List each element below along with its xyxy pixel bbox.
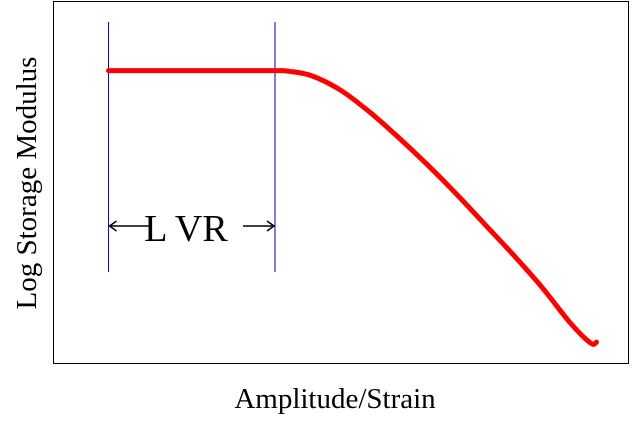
x-axis-label: Amplitude/Strain	[234, 383, 436, 415]
left-arrow-head	[108, 220, 117, 232]
lvr-label: L VR	[144, 208, 228, 250]
series-line	[106, 68, 599, 347]
vertical-lines	[108, 22, 276, 272]
right-arrow-head	[266, 220, 276, 232]
lvr-annotation: L VR	[108, 208, 276, 250]
plot-frame	[53, 1, 629, 364]
y-axis-label: Log Storage Modulus	[11, 57, 43, 310]
